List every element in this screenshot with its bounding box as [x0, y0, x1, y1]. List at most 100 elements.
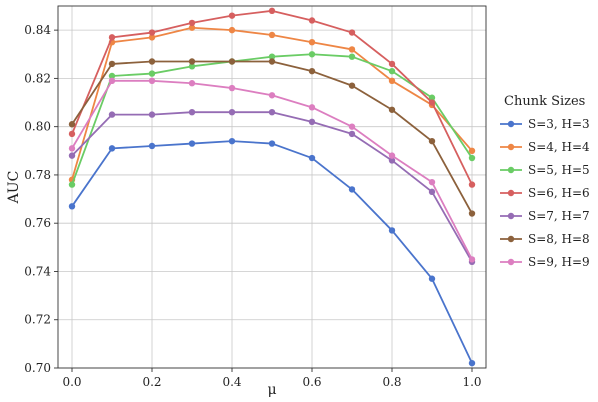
data-point: [108, 77, 116, 85]
series-5: [68, 108, 476, 266]
data-point: [428, 275, 436, 282]
x-axis-title: μ: [267, 382, 276, 398]
legend-item: S=7, H=7: [500, 209, 590, 223]
data-point: [188, 63, 196, 70]
legend-swatch-marker: [507, 235, 515, 243]
data-point: [68, 181, 76, 188]
legend-label: S=8, H=8: [528, 232, 590, 246]
x-tick-label: 0.2: [142, 375, 161, 389]
data-point: [268, 58, 276, 65]
y-tick-label: 0.80: [24, 120, 51, 134]
data-point: [348, 46, 356, 53]
data-point: [268, 108, 276, 116]
data-point: [308, 39, 316, 46]
data-point: [148, 111, 156, 118]
series-6: [68, 58, 476, 217]
data-point: [188, 19, 196, 27]
data-point: [148, 77, 156, 85]
series-7: [68, 77, 476, 263]
x-tick-label: 0.4: [222, 375, 241, 389]
data-point: [188, 58, 196, 65]
data-point: [468, 181, 476, 188]
data-point: [188, 140, 196, 147]
legend-item: S=5, H=5: [500, 163, 590, 177]
legend-item: S=4, H=4: [500, 140, 590, 154]
data-point: [308, 104, 316, 111]
legend-item: S=9, H=9: [500, 255, 590, 269]
legend-swatch-marker: [507, 120, 515, 128]
data-point: [108, 34, 116, 41]
data-point: [468, 147, 476, 154]
data-point: [228, 84, 236, 92]
data-point: [428, 188, 436, 196]
series-line: [71, 79, 473, 260]
data-point: [188, 108, 196, 116]
series-line: [71, 53, 473, 185]
legend-item: S=8, H=8: [500, 232, 590, 246]
x-tick-label: 0.0: [62, 375, 81, 389]
series-2: [68, 24, 476, 183]
data-point: [348, 53, 356, 60]
data-point: [468, 210, 476, 217]
data-point: [148, 58, 156, 65]
legend-label: S=9, H=9: [528, 255, 590, 269]
legend-label: S=5, H=5: [528, 163, 590, 177]
plot-series: [68, 7, 476, 367]
x-tick-label: 1.0: [462, 375, 481, 389]
y-tick-label: 0.70: [24, 361, 51, 375]
y-tick-label: 0.76: [24, 216, 51, 230]
legend-swatch-marker: [507, 189, 515, 197]
data-point: [228, 58, 236, 65]
axis-ticks: 0.0 0.2 0.4 0.6 0.8 1.0 0.70 0.72 0.74 0.76 0.78 0.…: [24, 23, 481, 389]
data-point: [428, 178, 436, 186]
data-point: [468, 154, 476, 162]
y-tick-label: 0.72: [24, 313, 51, 327]
legend-label: S=4, H=4: [528, 140, 590, 154]
data-point: [268, 53, 276, 60]
data-point: [308, 51, 316, 58]
data-point: [148, 34, 156, 41]
data-point: [308, 17, 316, 24]
data-point: [348, 186, 356, 193]
data-point: [348, 123, 356, 130]
data-point: [348, 29, 356, 36]
data-point: [108, 111, 116, 118]
data-point: [308, 67, 316, 75]
data-point: [68, 145, 76, 152]
data-point: [108, 145, 116, 152]
data-point: [148, 29, 156, 36]
data-point: [68, 130, 76, 138]
data-point: [268, 31, 276, 39]
data-point: [308, 154, 316, 162]
series-3: [68, 51, 476, 188]
data-point: [388, 227, 396, 234]
data-point: [348, 130, 356, 138]
series-line: [71, 26, 473, 181]
legend: Chunk Sizes S=3, H=3 S=4, H=4 S=5, H=5 S=6,…: [500, 94, 590, 269]
data-point: [68, 152, 76, 159]
series-1: [68, 137, 476, 367]
data-point: [148, 70, 156, 77]
data-point: [108, 72, 116, 80]
data-point: [108, 60, 116, 68]
legend-swatch-marker: [507, 258, 515, 266]
data-point: [388, 157, 396, 164]
data-point: [468, 359, 476, 367]
y-axis-title: AUC: [6, 171, 22, 205]
x-tick-label: 0.6: [302, 375, 321, 389]
legend-swatch-marker: [507, 166, 515, 174]
data-point: [468, 256, 476, 263]
legend-swatch-marker: [507, 212, 515, 220]
data-point: [268, 92, 276, 99]
legend-label: S=3, H=3: [528, 117, 590, 131]
data-point: [228, 12, 236, 19]
legend-title: Chunk Sizes: [504, 94, 585, 109]
data-point: [228, 108, 236, 116]
data-point: [188, 80, 196, 87]
data-point: [388, 77, 396, 85]
data-point: [388, 60, 396, 68]
data-point: [388, 67, 396, 75]
data-point: [428, 99, 436, 106]
legend-swatch-marker: [507, 143, 515, 151]
